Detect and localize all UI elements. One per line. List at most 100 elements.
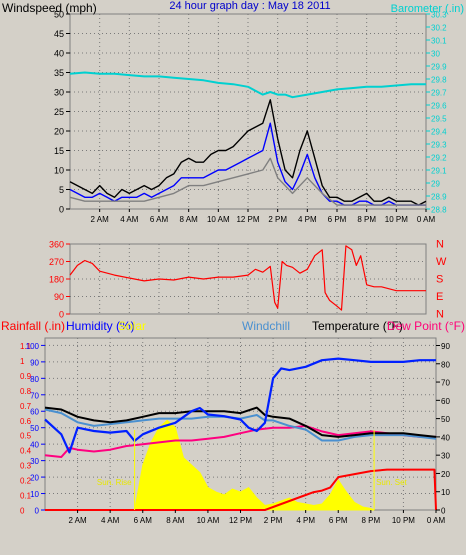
humidity-tick: 0 — [35, 507, 40, 516]
x-tick-label: 2 PM — [268, 215, 287, 224]
humidity-tick: 90 — [30, 358, 39, 367]
x-tick-label: 6 PM — [328, 215, 347, 224]
panel-temp-ticks: 00.10.20.30.40.50.60.70.80.911.101020304… — [20, 342, 450, 525]
series-temperature — [44, 406, 437, 438]
direction-tick: 0 — [59, 310, 64, 320]
series-rainfall — [45, 468, 437, 511]
x-tick-label: 4 PM — [298, 215, 317, 224]
rain-tick: 0.9 — [20, 372, 32, 381]
x-tick-label: 8 PM — [361, 516, 380, 525]
series-dew-point — [44, 424, 436, 458]
rain-tick: 0.2 — [20, 477, 32, 486]
series-windchill — [44, 408, 437, 442]
x-tick-label: 0 AM — [427, 516, 446, 525]
humidity-axis-label: Humidity (%) — [66, 319, 135, 333]
series-barometer — [69, 71, 426, 99]
temp-tick: 70 — [441, 379, 450, 388]
chart-title: 24 hour graph day : May 18 2011 — [169, 0, 330, 12]
barometer-tick: 29.5 — [431, 115, 447, 124]
rain-tick: 0.6 — [20, 417, 32, 426]
barometer-tick: 29.3 — [431, 141, 447, 150]
temp-tick: 40 — [441, 433, 450, 442]
direction-tick: 90 — [54, 292, 64, 302]
humidity-tick: 40 — [30, 441, 39, 450]
rain-tick: 0.1 — [20, 492, 32, 501]
barometer-tick: 30.1 — [431, 37, 447, 46]
panel-direction-series — [69, 245, 426, 311]
wind-axis-label: Windspeed (mph) — [2, 1, 97, 15]
wind-tick: 20 — [54, 127, 64, 137]
series-wind-avg — [69, 157, 426, 206]
compass-tick: N — [436, 239, 444, 251]
wind-tick: 40 — [54, 49, 64, 59]
compass-tick: N — [436, 309, 444, 321]
series-humidity — [44, 357, 436, 454]
humidity-tick: 10 — [30, 490, 39, 499]
rain-tick: 0.8 — [20, 387, 32, 396]
temp-tick: 80 — [441, 360, 450, 369]
x-tick-label: 10 PM — [392, 516, 415, 525]
wind-tick: 15 — [54, 146, 64, 156]
x-tick-label: 10 AM — [197, 516, 220, 525]
temp-tick: 90 — [441, 342, 450, 351]
wind-tick: 5 — [59, 185, 64, 195]
rain-tick: 0.7 — [20, 402, 32, 411]
series-wind-speed — [69, 122, 426, 206]
barometer-tick: 29 — [431, 180, 440, 189]
solar-axis-label: Solar — [118, 319, 146, 333]
x-tick-label: 2 PM — [264, 516, 283, 525]
temp-tick: 10 — [441, 488, 450, 497]
x-tick-label: 2 AM — [68, 516, 87, 525]
humidity-tick: 100 — [26, 342, 40, 351]
sunrise-annotation: Sun. Rise — [97, 478, 132, 487]
wind-tick: 10 — [54, 166, 64, 176]
panel-wind-frame — [69, 13, 427, 210]
wind-tick: 30 — [54, 88, 64, 98]
temp-tick: 20 — [441, 470, 450, 479]
barometer-axis-label: Barometer (.in) — [391, 3, 464, 15]
dewpoint-axis-label: Dew Point (°F) — [387, 319, 465, 333]
wind-tick: 35 — [54, 68, 64, 78]
x-tick-label: 4 PM — [296, 516, 315, 525]
panel-wind-grid — [70, 14, 426, 209]
wind-tick: 50 — [54, 10, 64, 20]
humidity-tick: 70 — [30, 391, 39, 400]
series-solar — [134, 419, 375, 511]
x-tick-label: 0 AM — [417, 215, 436, 224]
x-tick-label: 12 PM — [229, 516, 252, 525]
temp-tick: 0 — [441, 507, 446, 516]
panel-direction-frame — [69, 243, 427, 315]
panel-temp-series — [44, 357, 437, 511]
barometer-tick: 30.3 — [431, 11, 447, 20]
windchill-axis-label: Windchill — [242, 319, 290, 333]
temp-tick: 30 — [441, 452, 450, 461]
barometer-tick: 28.8 — [431, 206, 447, 215]
barometer-tick: 29.7 — [431, 89, 447, 98]
panel-wind-series — [69, 71, 427, 206]
wind-tick: 45 — [54, 29, 64, 39]
rain-tick: 0.3 — [20, 462, 32, 471]
panel-direction-grid — [70, 244, 426, 314]
sunset-annotation: Sun. Set — [376, 478, 407, 487]
humidity-tick: 60 — [30, 408, 39, 417]
direction-tick: 360 — [49, 240, 64, 250]
x-tick-label: 10 PM — [385, 215, 408, 224]
compass-tick: S — [436, 274, 443, 286]
barometer-tick: 30.2 — [431, 24, 447, 33]
humidity-tick: 80 — [30, 375, 39, 384]
barometer-tick: 29.4 — [431, 128, 447, 137]
rain-tick: 0.5 — [20, 432, 32, 441]
x-tick-label: 12 PM — [236, 215, 259, 224]
wind-tick: 0 — [59, 205, 64, 215]
series-wind-direction — [69, 245, 426, 311]
barometer-tick: 29.6 — [431, 102, 447, 111]
barometer-tick: 29.1 — [431, 167, 447, 176]
barometer-tick: 29.8 — [431, 76, 447, 85]
compass-tick: W — [436, 256, 447, 268]
rainfall-axis-label: Rainfall (.in) — [1, 319, 65, 333]
humidity-tick: 50 — [30, 424, 39, 433]
wind-tick: 25 — [54, 107, 64, 117]
